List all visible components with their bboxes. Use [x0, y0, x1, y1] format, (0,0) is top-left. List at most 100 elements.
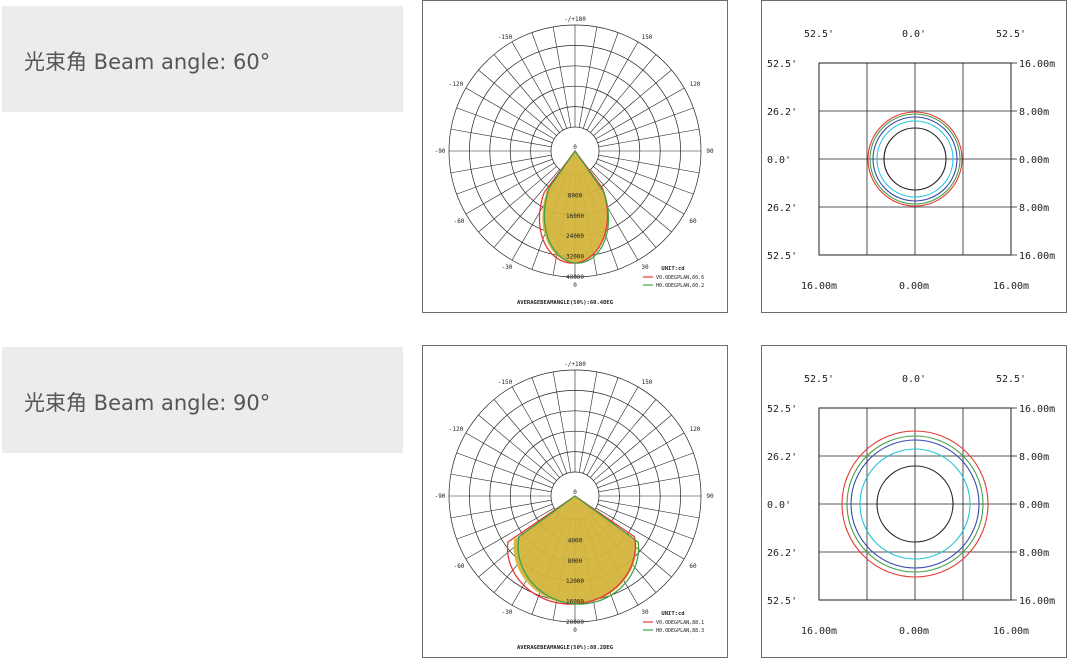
isolux-left-label: 52.5'	[767, 251, 797, 262]
polar-grid-line	[456, 158, 553, 195]
polar-grid-line	[590, 399, 657, 478]
polar-grid-line	[450, 499, 552, 519]
isolux-ring	[846, 435, 984, 573]
polar-grid-line	[578, 371, 598, 473]
polar-grid-line	[598, 128, 700, 148]
polar-grid-line	[590, 54, 657, 133]
beam-angle-label-box: 光束角 Beam angle: 60°	[2, 6, 403, 112]
radial-intensity-label: 0	[573, 144, 577, 151]
angle-label: -60	[454, 563, 465, 570]
isolux-bottom-label: 16.00m	[801, 281, 837, 292]
angle-label: 30	[641, 609, 649, 616]
polar-grid-line	[595, 162, 685, 215]
legend-entry: H0.0DEGPLAN,60.2	[656, 283, 704, 289]
beam-intensity-fill	[542, 151, 608, 263]
polar-grid-line	[586, 41, 639, 131]
polar-grid-line	[478, 166, 557, 233]
angle-label: -120	[449, 81, 464, 88]
polar-grid-line	[478, 414, 557, 481]
isolux-left-label: 52.5'	[767, 404, 797, 415]
isolux-top-label: 52.5'	[804, 374, 834, 385]
radial-intensity-label: 40000	[566, 274, 584, 281]
radial-intensity-label: 16000	[566, 213, 584, 220]
isolux-right-label: 0.00m	[1019, 155, 1049, 166]
angle-label: -90	[435, 148, 446, 155]
isolux-right-label: 0.00m	[1019, 500, 1049, 511]
isolux-diagram: 52.5' 0.0' 52.5' 52.5' 26.2' 0.0' 26.2' 52.5' 16…	[761, 345, 1067, 658]
angle-label: 120	[690, 426, 701, 433]
radial-intensity-label: 8000	[568, 558, 583, 565]
beam-angle-label: 光束角 Beam angle: 60°	[24, 50, 271, 74]
polar-candela-diagram: -/+180 -150 150 -120 120 -90 90 -60 60 -30 30 0 0 400…	[422, 345, 728, 658]
polar-grid-line	[552, 26, 572, 128]
polar-grid-line	[456, 503, 553, 540]
angle-label: -90	[435, 493, 446, 500]
angle-label: -30	[502, 609, 513, 616]
isolux-left-label: 0.0'	[767, 155, 791, 166]
polar-grid-line	[597, 503, 694, 540]
legend-entry: V0.0DEGPLAN,88.1	[656, 620, 704, 626]
isolux-top-label: 52.5'	[996, 374, 1026, 385]
radial-intensity-label: 12000	[566, 578, 584, 585]
angle-label: 0	[573, 627, 577, 634]
angle-label: -120	[449, 426, 464, 433]
polar-grid-line	[465, 162, 555, 215]
radial-intensity-label: 16000	[566, 599, 584, 606]
polar-grid-line	[511, 41, 564, 131]
isolux-left-label: 26.2'	[767, 548, 797, 559]
polar-grid-line	[582, 377, 619, 474]
radial-intensity-label: 4000	[568, 537, 583, 544]
isolux-ring	[859, 448, 971, 560]
isolux-left-label: 26.2'	[767, 107, 797, 118]
isolux-left-label: 0.0'	[767, 500, 791, 511]
polar-grid-line	[597, 452, 694, 489]
isolux-bottom-label: 16.00m	[993, 626, 1029, 637]
isolux-left-label: 26.2'	[767, 203, 797, 214]
polar-grid-line	[597, 158, 694, 195]
polar-grid-line	[593, 69, 672, 136]
radial-intensity-label: 24000	[566, 233, 584, 240]
isolux-right-label: 16.00m	[1019, 251, 1055, 262]
legend-entry: V0.0DEGPLAN,60.6	[656, 275, 704, 281]
polar-grid-line	[598, 499, 700, 519]
radial-intensity-label: 20000	[566, 619, 584, 626]
angle-label: -/+180	[564, 16, 586, 23]
polar-grid-line	[593, 166, 672, 233]
polar-grid-line	[531, 32, 568, 129]
isolux-top-label: 52.5'	[804, 29, 834, 40]
angle-label: -150	[498, 34, 513, 41]
isolux-ring	[841, 430, 989, 578]
polar-grid-line	[598, 473, 700, 493]
horizontal-plane-curve	[517, 495, 640, 605]
beam-intensity-fill	[513, 496, 637, 604]
isolux-ring	[876, 120, 954, 198]
angle-label: 30	[641, 264, 649, 271]
angle-label: 0	[573, 282, 577, 289]
isolux-ring	[876, 465, 954, 543]
isolux-ring	[869, 113, 961, 205]
polar-grid-line	[595, 507, 685, 560]
polar-candela-diagram: -/+180 -150 150 -120 120 -90 90 -60 60 -30 30 0 0 800…	[422, 0, 728, 313]
angle-label: -30	[502, 264, 513, 271]
polar-grid-line	[450, 128, 552, 148]
angle-label: 150	[642, 379, 653, 386]
legend-entry: H0.0DEGPLAN,88.3	[656, 628, 704, 634]
polar-grid-line	[465, 507, 555, 560]
isolux-top-label: 0.0'	[902, 374, 926, 385]
polar-grid-line	[598, 154, 700, 174]
isolux-top-label: 52.5'	[996, 29, 1026, 40]
polar-grid-line	[450, 473, 552, 493]
isolux-diagram: 52.5' 0.0' 52.5' 52.5' 26.2' 0.0' 26.2' 52.5' 16…	[761, 0, 1067, 313]
polar-grid-line	[582, 32, 619, 129]
polar-grid-line	[578, 26, 598, 128]
angle-label: 150	[642, 34, 653, 41]
horizontal-plane-curve	[543, 149, 610, 264]
isolux-ring	[883, 127, 947, 191]
angle-label: -150	[498, 379, 513, 386]
polar-grid-line	[590, 169, 657, 248]
polar-grid-line	[456, 452, 553, 489]
isolux-bottom-label: 16.00m	[801, 626, 837, 637]
isolux-bottom-label: 0.00m	[899, 281, 929, 292]
isolux-bottom-label: 0.00m	[899, 626, 929, 637]
angle-label: 120	[690, 81, 701, 88]
